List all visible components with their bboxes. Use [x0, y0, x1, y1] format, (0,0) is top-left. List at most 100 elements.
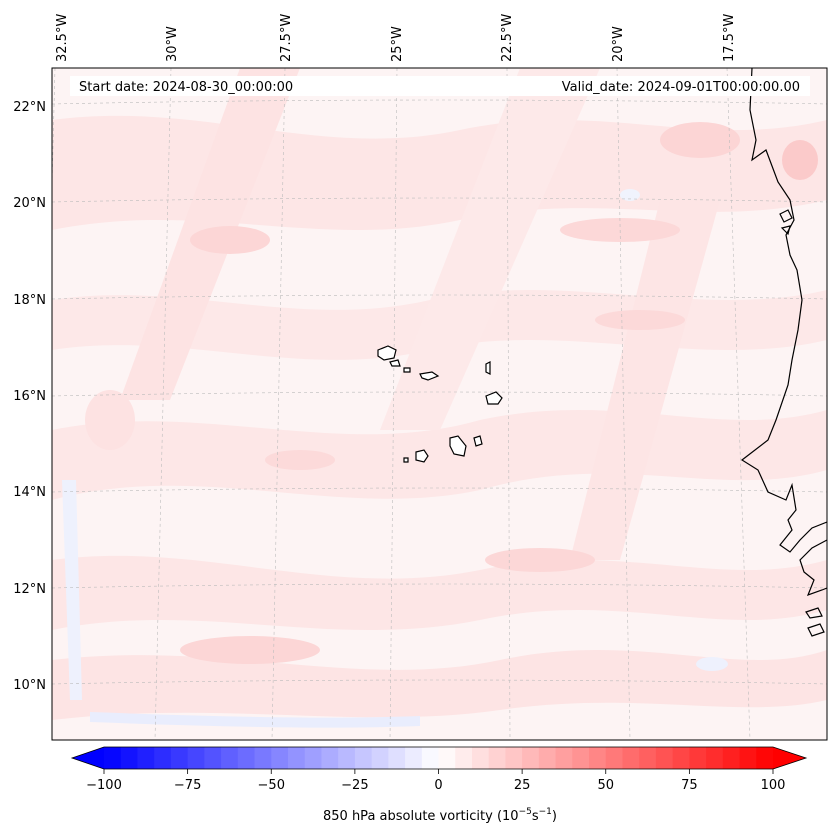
- parallel-gridline: [52, 487, 827, 493]
- colorbar-tick-label: 75: [681, 778, 698, 793]
- lat-label: 10°N: [13, 678, 46, 693]
- colorbar-segment: [271, 747, 289, 769]
- colorbar-segment: [388, 747, 406, 769]
- start-date-label: Start date: 2024-08-30_00:00:00: [79, 80, 293, 95]
- colorbar-segment: [354, 747, 373, 769]
- lat-label: 22°N: [13, 100, 46, 115]
- vorticity-diagonal: [380, 68, 600, 430]
- colorbar-segment: [338, 747, 356, 769]
- vorticity-cell: [782, 140, 818, 180]
- colorbar-tick-label: −100: [86, 778, 122, 793]
- lon-label: 25°W: [390, 26, 405, 62]
- coastlines: [740, 68, 827, 637]
- gridlines: [52, 68, 827, 740]
- vorticity-negative: [62, 480, 82, 700]
- latitude-labels: 22°N 20°N 18°N 16°N 14°N 12°N 10°N: [13, 100, 46, 693]
- colorbar-segment: [471, 747, 490, 769]
- colorbar-segment: [672, 747, 690, 769]
- meridian-gridline: [271, 68, 286, 740]
- lon-label: 30°W: [165, 26, 180, 62]
- colorbar-segment: [538, 747, 557, 769]
- parallel-gridline: [52, 391, 827, 397]
- colorbar-segment: [405, 747, 423, 769]
- vorticity-diagonal: [570, 200, 720, 560]
- colorbar-segment: [706, 747, 724, 769]
- parallel-gridline: [52, 679, 827, 685]
- colorbar-tick-label: 50: [597, 778, 614, 793]
- island-sao-nicolau: [419, 371, 440, 381]
- lon-label: 20°W: [611, 26, 626, 62]
- lat-label: 12°N: [13, 582, 46, 597]
- colorbar-segment: [589, 747, 607, 769]
- colorbar-tick-label: −75: [174, 778, 201, 793]
- banc-arguin-islet: [779, 209, 793, 236]
- colorbar-segment: [254, 747, 272, 769]
- island-boa-vista: [485, 391, 503, 405]
- lat-label: 16°N: [13, 389, 46, 404]
- island-santiago: [449, 435, 467, 457]
- vorticity-cell: [190, 226, 270, 254]
- vorticity-cell: [595, 310, 685, 330]
- parallel-gridline: [52, 294, 827, 300]
- colorbar-segment: [170, 747, 189, 769]
- island-santo-antao: [377, 345, 397, 361]
- colorbar-segment: [689, 747, 707, 769]
- valid-date-label: Valid_date: 2024-09-01T00:00:00.00: [562, 80, 800, 95]
- island-fogo: [415, 449, 429, 463]
- lat-label: 14°N: [13, 485, 46, 500]
- colorbar-segment: [488, 747, 507, 769]
- date-info-box: [70, 76, 810, 96]
- colorbar-segment: [455, 747, 473, 769]
- colorbar-segment: [287, 747, 306, 769]
- cape-verde-islands: [377, 345, 503, 463]
- colorbar-segment: [722, 747, 741, 769]
- meridian-gridline: [726, 68, 751, 740]
- colorbar-segment: [204, 747, 222, 769]
- map-frame: [51, 67, 828, 741]
- colorbar-tick-label: 25: [514, 778, 531, 793]
- colorbar-segment: [505, 747, 523, 769]
- vorticity-cell: [265, 450, 335, 470]
- guinea-islands: [805, 607, 825, 637]
- colorbar-segment: [622, 747, 640, 769]
- island-brava: [403, 457, 409, 463]
- colorbar-segment: [104, 747, 122, 769]
- longitude-labels: 32.5°W 30°W 27.5°W 25°W 22.5°W 20°W 17.5…: [55, 14, 737, 62]
- africa-coastline-south: [799, 539, 827, 597]
- colorbar-label-end: ): [552, 809, 557, 824]
- colorbar-extend-high: [773, 747, 806, 769]
- lon-label: 17.5°W: [722, 14, 737, 62]
- vorticity-band: [52, 650, 827, 720]
- colorbar-segment: [154, 747, 172, 769]
- lon-label: 32.5°W: [55, 14, 70, 62]
- island-santa-luzia: [403, 367, 411, 373]
- vorticity-cell: [85, 390, 135, 450]
- colorbar-segment: [555, 747, 573, 769]
- parallel-gridline: [52, 583, 827, 589]
- colorbar-tick-label: −25: [341, 778, 368, 793]
- colorbar-segment: [237, 747, 256, 769]
- colorbar-tick-label: 100: [761, 778, 786, 793]
- vorticity-cell: [485, 548, 595, 572]
- colorbar-extend-low: [72, 747, 104, 769]
- colorbar-segment: [438, 747, 456, 769]
- colorbar-label: 850 hPa absolute vorticity (10−5s−1): [323, 807, 557, 824]
- africa-coastline: [740, 68, 827, 553]
- colorbar-segment: [655, 747, 674, 769]
- vorticity-negative: [90, 712, 420, 728]
- colorbar-segment: [605, 747, 624, 769]
- colorbar-segment: [756, 747, 774, 769]
- colorbar-tick-label: 0: [434, 778, 442, 793]
- lat-label: 20°N: [13, 196, 46, 211]
- colorbar-segment: [321, 747, 339, 769]
- colorbar-segment: [187, 747, 205, 769]
- vorticity-negative-cell: [620, 189, 640, 201]
- vorticity-cell: [660, 122, 740, 158]
- colorbar-label-exp1: −5: [519, 807, 532, 817]
- vorticity-cell: [180, 636, 320, 664]
- meridian-gridline: [154, 68, 172, 740]
- colorbar-segment: [371, 747, 389, 769]
- colorbar-segment: [639, 747, 657, 769]
- meridian-gridline: [506, 68, 511, 740]
- lon-label: 22.5°W: [500, 14, 515, 62]
